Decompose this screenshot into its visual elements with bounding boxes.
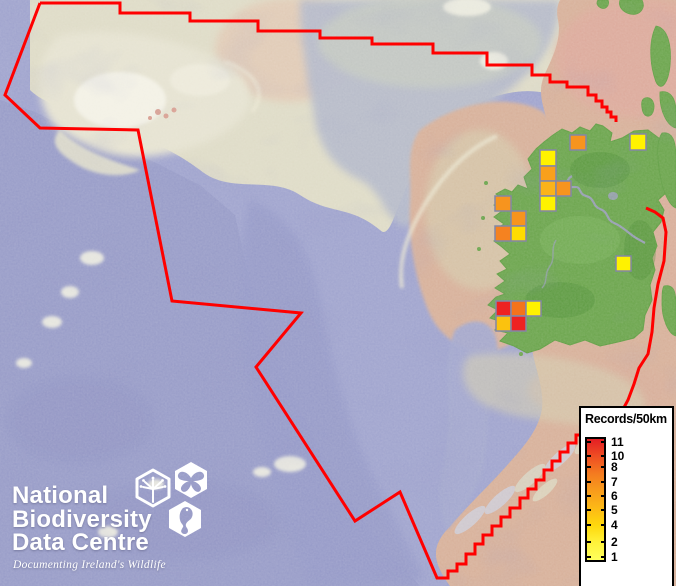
legend-tick	[601, 455, 606, 457]
grid-square[interactable]	[510, 225, 527, 242]
grid-square[interactable]	[495, 300, 512, 317]
logo-title: National Biodiversity Data Centre	[12, 484, 152, 555]
grid-square[interactable]	[629, 133, 647, 151]
grid-square[interactable]	[510, 315, 527, 332]
grid-square[interactable]	[525, 300, 542, 317]
legend-tick	[601, 556, 606, 558]
legend-tick	[586, 441, 591, 443]
grid-square[interactable]	[615, 255, 632, 272]
legend-panel: Records/50km 11 10 8 7 6 5 4 2 1	[579, 406, 674, 586]
legend-tick-label: 4	[611, 518, 618, 532]
grid-square[interactable]	[539, 195, 557, 212]
legend-tick-label: 1	[611, 550, 618, 564]
grid-square[interactable]	[555, 180, 572, 197]
legend-tick	[586, 481, 591, 483]
logo-line-2: Biodiversity	[12, 505, 152, 533]
grid-square[interactable]	[510, 210, 527, 227]
nbdc-logo: National Biodiversity Data Centre Docume…	[12, 454, 252, 582]
legend-tick	[586, 455, 591, 457]
legend-tick	[601, 524, 606, 526]
grid-square[interactable]	[494, 195, 512, 212]
boundary-line	[3, 1, 668, 580]
legend-gradient-bar	[585, 437, 606, 562]
legend-title: Records/50km	[585, 412, 667, 426]
nbdc-hexagons-icon	[135, 462, 207, 537]
logo-tagline: Documenting Ireland's Wildlife	[13, 559, 166, 571]
legend-tick	[601, 481, 606, 483]
legend-tick-label: 10	[611, 449, 625, 463]
legend-tick	[601, 509, 606, 511]
grid-square[interactable]	[510, 300, 527, 317]
legend-tick	[586, 524, 591, 526]
grid-square[interactable]	[495, 315, 512, 332]
tree-hexagon-icon	[135, 468, 171, 508]
legend-tick	[601, 541, 606, 543]
butterfly-hexagon-icon	[175, 462, 207, 498]
legend-tick	[601, 466, 606, 468]
legend-tick-label: 7	[611, 475, 618, 489]
legend-tick-label: 8	[611, 460, 618, 474]
legend-tick-label: 11	[611, 435, 624, 449]
seahorse-hexagon-icon	[169, 501, 201, 537]
grid-square[interactable]	[494, 225, 512, 242]
grid-square[interactable]	[539, 180, 557, 197]
legend-tick	[586, 466, 591, 468]
legend-tick	[586, 509, 591, 511]
legend-tick-label: 5	[611, 503, 618, 517]
grid-square[interactable]	[539, 149, 557, 167]
legend-tick	[601, 495, 606, 497]
grid-squares	[494, 133, 647, 332]
logo-line-1: National	[12, 482, 109, 509]
legend-tick-label: 6	[611, 489, 618, 503]
legend-tick	[601, 441, 606, 443]
legend-tick-label: 2	[611, 535, 618, 549]
legend-tick	[586, 541, 591, 543]
grid-square[interactable]	[569, 134, 587, 151]
legend-tick	[586, 495, 591, 497]
legend-tick	[586, 556, 591, 558]
logo-line-3: Data Centre	[12, 529, 149, 556]
grid-square[interactable]	[539, 165, 557, 182]
